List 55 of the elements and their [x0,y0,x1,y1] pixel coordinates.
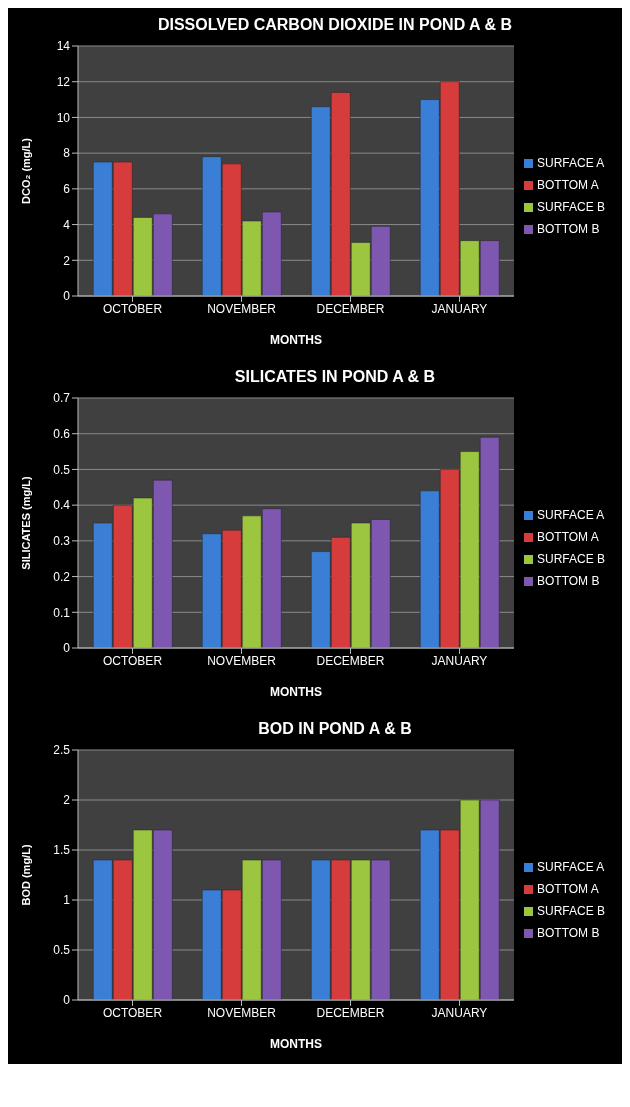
x-tick-label: OCTOBER [102,1005,163,1020]
y-tick-label: 0.5 [53,462,71,477]
legend-label: SURFACE B [536,552,605,566]
legend-label: BOTTOM A [536,178,599,192]
legend-label: SURFACE A [536,156,605,170]
chart-title: DISSOLVED CARBON DIOXIDE IN POND A & B [156,16,514,34]
y-tick-label: 0.6 [53,426,71,441]
x-tick-label: DECEMBER [316,1005,385,1020]
y-tick-label: 1.5 [53,843,71,858]
legend-label: BOTTOM B [536,574,600,588]
legend-label: SURFACE B [536,200,605,214]
y-tick-label: 2.5 [53,743,71,758]
x-tick-label: DECEMBER [316,301,385,316]
y-tick-label: 0.7 [53,391,71,406]
y-tick-label: 0 [63,641,71,656]
y-axis-title: SILICATES (mg/L) [19,476,32,570]
x-tick-label: JANUARY [431,1005,488,1020]
legend-label: BOTTOM B [536,926,600,940]
x-axis-title: MONTHS [269,1037,322,1051]
y-axis-title: DCO₂ (mg/L) [19,137,32,204]
x-axis-title: MONTHS [269,685,322,699]
y-tick-label: 0 [63,993,71,1008]
x-tick-label: JANUARY [431,653,488,668]
x-axis-title: MONTHS [269,333,322,347]
y-tick-label: 0.2 [53,569,71,584]
y-tick-label: 6 [63,182,71,197]
y-tick-label: 10 [56,110,71,125]
y-tick-label: 0.1 [53,605,71,620]
x-tick-label: DECEMBER [316,653,385,668]
legend-label: SURFACE A [536,860,605,874]
y-tick-label: 0.5 [53,943,71,958]
legend-label: BOTTOM B [536,222,600,236]
chart-title: BOD IN POND A & B [257,720,413,738]
y-tick-label: 12 [56,74,71,89]
x-tick-label: OCTOBER [102,301,163,316]
x-tick-label: OCTOBER [102,653,163,668]
y-tick-label: 8 [63,146,71,161]
y-tick-label: 2 [63,253,71,268]
legend-label: SURFACE B [536,904,605,918]
chart-title: SILICATES IN POND A & B [233,368,437,386]
y-axis-title: BOD (mg/L) [19,844,32,906]
y-tick-label: 4 [63,217,71,232]
legend-label: SURFACE A [536,508,605,522]
legend-label: BOTTOM A [536,530,599,544]
y-tick-label: 0 [63,289,71,304]
y-tick-label: 14 [56,39,71,54]
y-tick-label: 1 [63,893,71,908]
y-tick-label: 0.4 [53,498,71,513]
legend-label: BOTTOM A [536,882,599,896]
x-tick-label: NOVEMBER [207,653,277,668]
y-tick-label: 2 [63,793,71,808]
x-tick-label: JANUARY [431,301,488,316]
x-tick-label: NOVEMBER [207,301,277,316]
x-tick-label: NOVEMBER [207,1005,277,1020]
y-tick-label: 0.3 [53,534,71,549]
